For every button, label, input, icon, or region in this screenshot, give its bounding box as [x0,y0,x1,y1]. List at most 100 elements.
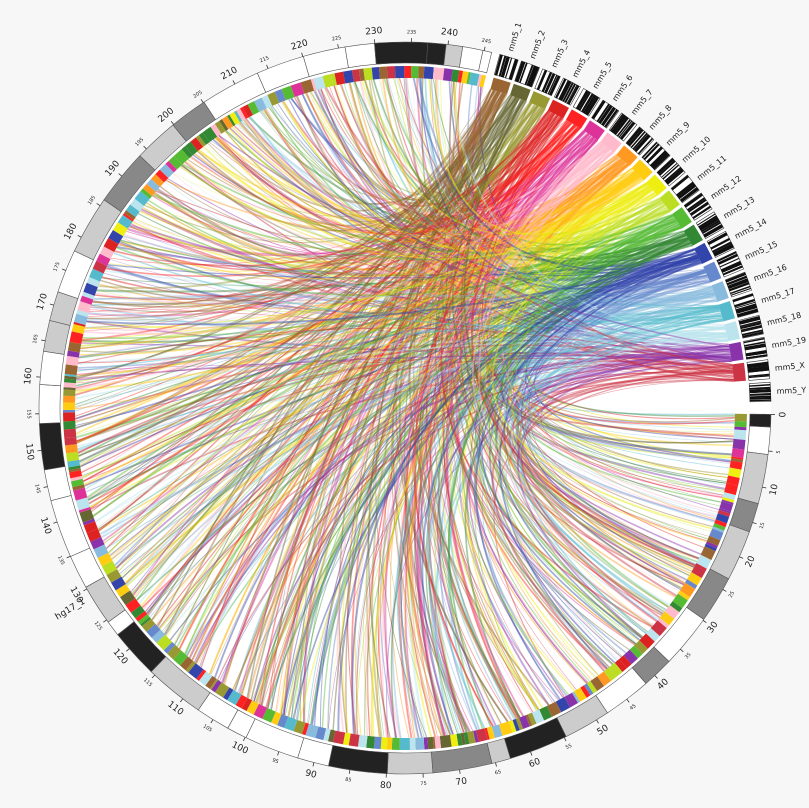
link [436,335,728,733]
tick-mark [654,675,658,679]
link [449,136,636,646]
mm-band [599,105,613,124]
link [102,133,589,542]
link [478,163,699,560]
synteny-block [439,734,452,749]
link [98,105,539,289]
link [268,107,687,262]
link [384,136,595,739]
synteny-block [473,730,479,743]
link [121,234,687,579]
tick-label: 165 [32,334,40,344]
link [261,93,506,706]
link [75,172,638,435]
link [76,163,629,377]
synteny-block [67,350,80,358]
link [77,344,733,454]
link [191,360,734,661]
link [484,148,687,582]
link [370,167,633,737]
synteny-block [159,163,174,179]
link [75,173,639,392]
synteny-block [564,692,578,708]
link [381,151,615,739]
link [269,317,723,710]
link [75,314,724,388]
link [240,95,513,204]
tick-mark [626,698,630,703]
link [87,124,575,317]
tick-mark [762,486,767,489]
link [418,138,598,736]
link [123,184,648,581]
link [338,91,501,733]
link [191,130,584,229]
link [92,102,531,517]
link [425,90,517,720]
link [247,142,602,699]
synteny-block [518,715,530,729]
link [376,224,680,738]
tick-mark [752,522,757,525]
link [122,235,716,303]
synteny-block [146,178,160,192]
synteny-block [726,475,740,486]
synteny-block [242,104,254,118]
link [427,306,720,729]
link [132,142,602,269]
mm-band [744,343,766,349]
link [81,125,577,342]
link [155,192,734,382]
link [119,175,641,263]
link [97,230,684,530]
link [471,114,708,542]
mm-band [646,146,663,163]
link [182,163,682,255]
link [244,118,643,247]
mm-band [504,57,513,79]
link [108,210,670,554]
link [395,77,726,330]
tick-label: 135 [56,555,65,566]
mm-band [614,117,629,136]
link [86,320,730,354]
link [103,272,732,358]
synteny-block [209,678,218,690]
link [521,308,735,416]
link [277,103,697,276]
link [515,203,725,493]
synteny-block [614,659,627,673]
link [115,146,607,285]
synteny-block [227,114,236,127]
synteny-block [603,667,617,682]
mm-band [566,84,578,104]
link [78,292,715,463]
mm-band [561,81,572,101]
synteny-block [99,246,115,260]
mm-band [725,272,746,282]
link [519,291,731,462]
link [165,91,499,636]
link [483,135,723,498]
link [401,148,610,736]
synteny-block [223,687,234,701]
link [482,305,719,701]
link [95,141,602,305]
link [512,339,728,516]
link [83,151,615,335]
link [495,239,690,657]
link [448,81,523,199]
link [245,118,599,228]
tick-label: 170 [36,292,51,312]
link [473,225,681,682]
link [511,221,708,540]
link [247,158,623,699]
link [353,81,624,250]
tick-mark [312,762,315,767]
link [341,83,715,308]
tick-label: 185 [87,195,97,206]
link [437,79,729,344]
tick-label: 235 [407,29,417,35]
link [84,194,657,329]
link [437,91,608,670]
